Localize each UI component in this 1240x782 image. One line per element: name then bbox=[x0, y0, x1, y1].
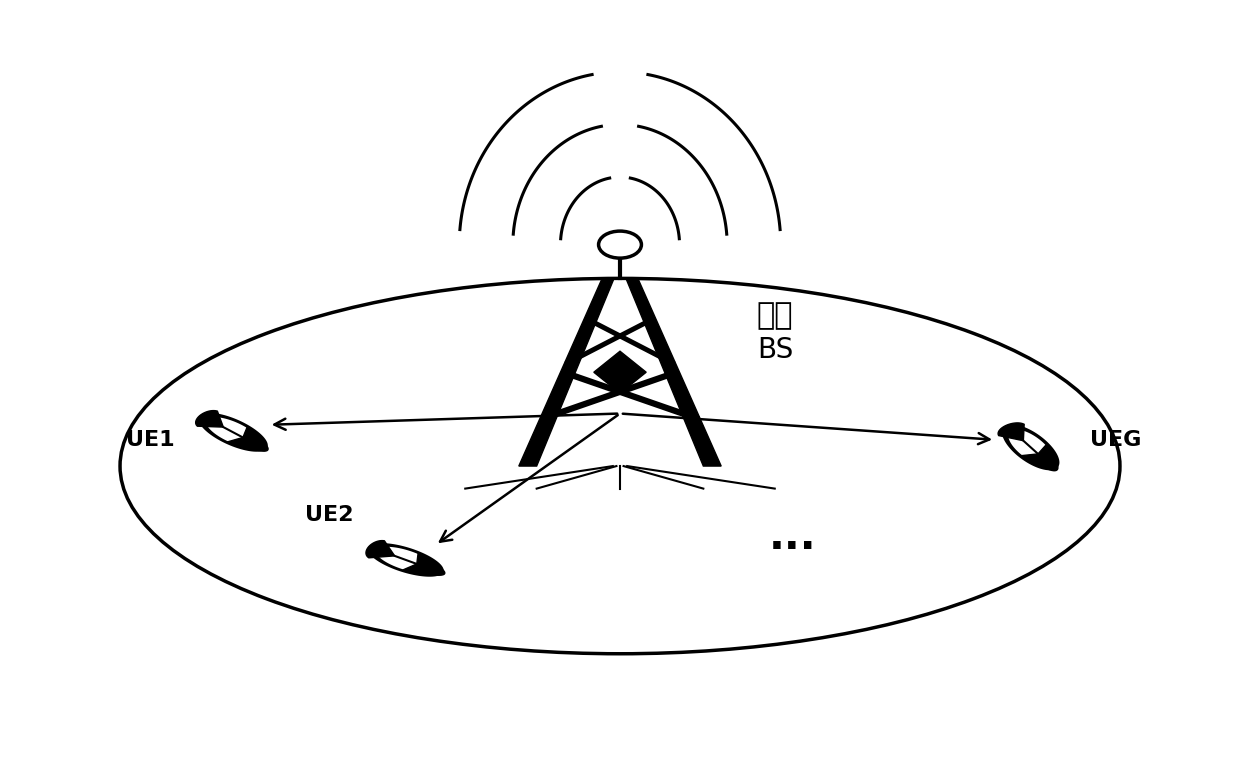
Text: BS: BS bbox=[756, 335, 794, 364]
Polygon shape bbox=[366, 540, 394, 558]
Text: ...: ... bbox=[769, 516, 816, 558]
Polygon shape bbox=[198, 413, 268, 452]
Polygon shape bbox=[248, 439, 268, 451]
Polygon shape bbox=[206, 417, 260, 447]
Polygon shape bbox=[368, 543, 444, 576]
Polygon shape bbox=[227, 427, 262, 448]
Text: UE1: UE1 bbox=[126, 430, 175, 450]
Polygon shape bbox=[1038, 457, 1058, 471]
Polygon shape bbox=[1021, 444, 1054, 466]
Polygon shape bbox=[196, 411, 223, 427]
Text: UE2: UE2 bbox=[305, 505, 353, 525]
Polygon shape bbox=[1002, 425, 1059, 470]
Circle shape bbox=[599, 231, 641, 258]
Polygon shape bbox=[998, 423, 1024, 441]
Polygon shape bbox=[1008, 429, 1053, 465]
Polygon shape bbox=[376, 547, 435, 573]
Polygon shape bbox=[518, 278, 614, 466]
Polygon shape bbox=[424, 563, 445, 576]
Text: 基站: 基站 bbox=[756, 301, 794, 331]
Text: UEG: UEG bbox=[1090, 430, 1142, 450]
Polygon shape bbox=[403, 553, 436, 574]
Polygon shape bbox=[594, 351, 646, 393]
Polygon shape bbox=[626, 278, 722, 466]
